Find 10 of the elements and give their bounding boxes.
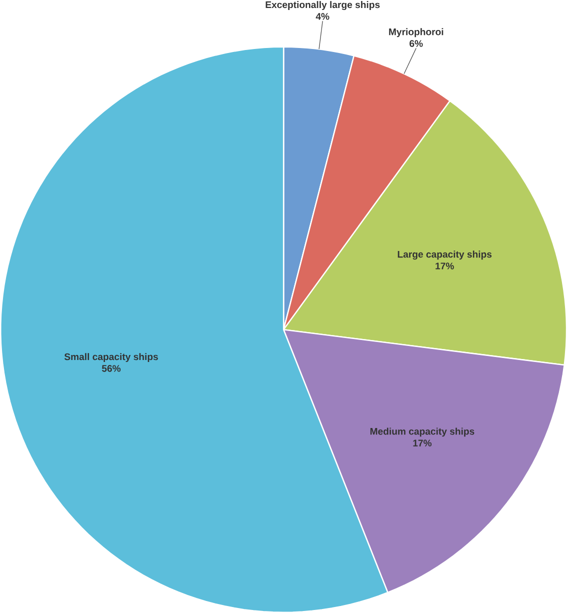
data-label: 56% (102, 365, 120, 372)
slice-label: Large capacity ships (398, 250, 492, 260)
slice-label: Medium capacity ships (370, 428, 474, 437)
data-label: 6% (409, 40, 423, 47)
slice-label: Small capacity ships (64, 353, 158, 362)
data-label: 4% (316, 13, 330, 20)
data-label: 17% (413, 440, 432, 446)
data-label: 17% (436, 262, 454, 270)
slice-label: Exceptionally large ships (266, 1, 380, 10)
slice-label: Myriophoroi (389, 28, 444, 38)
